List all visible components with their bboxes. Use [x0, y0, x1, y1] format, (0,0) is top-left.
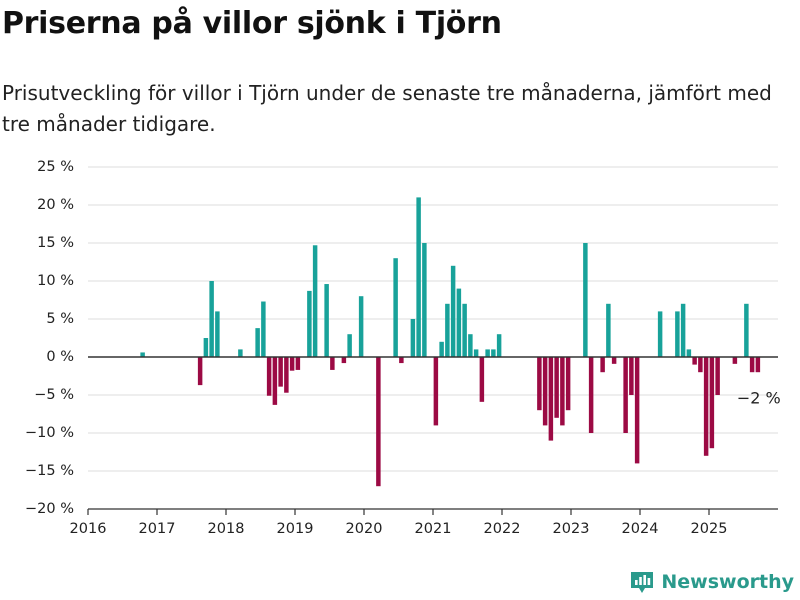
bar: [686, 349, 692, 357]
bar: [755, 357, 761, 373]
bar: [675, 311, 680, 357]
bar: [657, 311, 663, 357]
brand: Newsworthy: [629, 569, 794, 595]
bar: [450, 265, 456, 357]
bar: [209, 281, 214, 357]
bar: [422, 243, 427, 357]
bar: [588, 357, 594, 433]
bar: [491, 349, 496, 357]
bar: [393, 258, 398, 357]
bar: [456, 288, 462, 357]
y-tick-label: −10 %: [25, 425, 74, 441]
bar: [623, 357, 628, 433]
bar: [376, 357, 381, 487]
bar: [278, 357, 283, 387]
x-tick-label: 2023: [553, 521, 590, 537]
bar: [445, 303, 450, 357]
bar: [749, 357, 755, 373]
y-tick-label: −20 %: [25, 501, 74, 517]
bar: [203, 338, 209, 357]
chart-title: Priserna på villor sjönk i Tjörn: [2, 6, 502, 41]
y-tick-label: 25 %: [37, 159, 74, 175]
bar: [324, 284, 329, 357]
bar: [611, 357, 617, 364]
bar: [284, 357, 289, 393]
bar: [732, 357, 738, 364]
bar: [479, 357, 485, 402]
x-tick-label: 2017: [139, 521, 176, 537]
y-tick-label: 15 %: [37, 235, 74, 251]
bar: [416, 197, 421, 357]
bar: [433, 357, 439, 426]
y-axis-ticks: −20 % −15 % −10 % −5 % 0 % 5 % 10 % 15 % 20 % 25 …: [25, 159, 74, 517]
chart-subtitle: Prisutveckling för villor i Tjörn under …: [2, 81, 772, 136]
y-tick-label: 5 %: [46, 311, 74, 327]
bar: [554, 357, 559, 418]
bar: [709, 357, 715, 449]
bar: [565, 357, 571, 411]
x-tick-label: 2024: [622, 521, 659, 537]
bar: [715, 357, 720, 395]
bar: [410, 319, 416, 357]
bar: [272, 357, 278, 405]
y-tick-label: 20 %: [37, 197, 74, 213]
bar: [542, 357, 548, 426]
x-tick-label: 2020: [346, 521, 383, 537]
bar-chart: −20 % −15 % −10 % −5 % 0 % 5 % 10 % 15 % 20 % 25 …: [25, 159, 781, 537]
bar: [634, 357, 640, 464]
latest-value-label: −2 %: [737, 389, 781, 408]
bar: [680, 303, 686, 357]
bar: [439, 341, 444, 357]
y-tick-label: 10 %: [37, 273, 74, 289]
bar: [330, 357, 335, 370]
bar: [347, 334, 352, 357]
bar: [473, 349, 479, 357]
bar: [295, 357, 301, 370]
x-tick-label: 2025: [691, 521, 728, 537]
y-tick-label: −15 %: [25, 463, 74, 479]
x-axis-ticks: 2016 2017 2018 2019 2020 2021 2022 2023 2024 2025: [70, 509, 728, 537]
bar: [255, 328, 260, 357]
bar: [692, 357, 697, 365]
bar: [744, 303, 749, 357]
bar: [358, 296, 364, 357]
bar: [600, 357, 605, 373]
x-tick-label: 2021: [415, 521, 452, 537]
bar: [485, 349, 490, 357]
bar: [698, 357, 703, 373]
newsworthy-logo-icon: [631, 572, 654, 593]
bar: [261, 301, 266, 357]
bar: [606, 303, 611, 357]
bars: [140, 197, 761, 487]
bar: [289, 357, 295, 371]
bar: [215, 311, 220, 357]
bar: [583, 243, 588, 357]
bar: [266, 357, 272, 396]
bar: [560, 357, 565, 426]
bar: [399, 357, 404, 364]
bar: [548, 357, 554, 441]
bar: [312, 245, 318, 357]
y-tick-label: −5 %: [34, 387, 74, 403]
bar: [537, 357, 542, 411]
bar: [238, 349, 243, 357]
brand-name: Newsworthy: [661, 571, 794, 593]
x-tick-label: 2022: [484, 521, 521, 537]
bar: [197, 357, 203, 386]
bar: [462, 303, 467, 357]
bar: [703, 357, 709, 456]
bar: [468, 334, 473, 357]
x-tick-label: 2016: [70, 521, 107, 537]
bar: [341, 357, 347, 364]
y-tick-label: 0 %: [46, 349, 74, 365]
bar: [629, 357, 634, 395]
gridlines: [88, 166, 778, 510]
x-tick-label: 2018: [208, 521, 245, 537]
bar: [496, 334, 502, 357]
x-tick-label: 2019: [277, 521, 314, 537]
bar: [307, 290, 312, 357]
bar: [140, 352, 145, 357]
